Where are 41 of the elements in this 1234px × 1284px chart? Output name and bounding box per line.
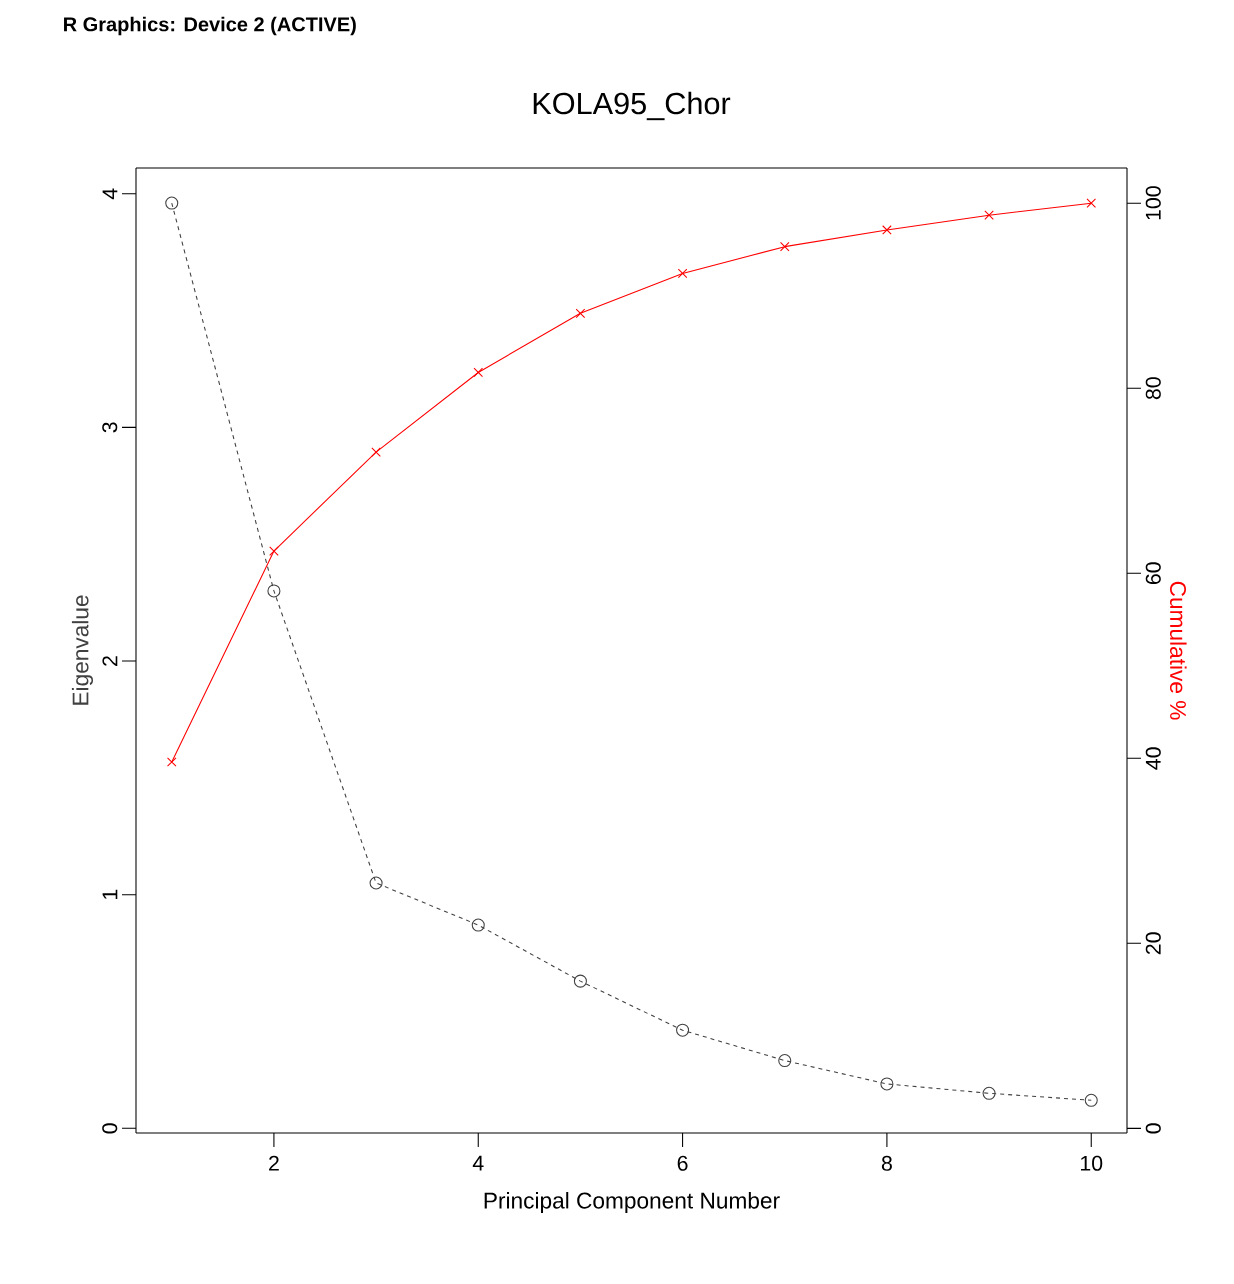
point	[369, 876, 383, 890]
x-tick-label: 8	[881, 1155, 892, 1171]
point	[371, 447, 381, 457]
point	[1086, 198, 1097, 208]
y2-tick-label: 60	[1145, 562, 1161, 585]
point	[778, 1054, 792, 1068]
y-tick-label: 3	[102, 422, 118, 433]
x-tick-label: 10	[1081, 1155, 1103, 1171]
point	[982, 1086, 996, 1100]
x-tick-label: 6	[677, 1155, 688, 1171]
y2-axis-title: Cumulative %	[1169, 581, 1187, 720]
point	[269, 546, 279, 556]
point	[779, 241, 790, 252]
x-axis-title: Principal Component Number	[484, 1191, 780, 1214]
y2-tick-label: 20	[1145, 932, 1161, 955]
text: R Graphics: Device 2 (ACTIVE)	[64, 16, 356, 36]
y2-tick-label: 80	[1145, 377, 1161, 400]
y-axis-title: Eigenvalue	[71, 595, 94, 705]
y2-tick-label: 40	[1145, 747, 1161, 770]
point	[676, 1023, 690, 1037]
y-tick-label: 2	[102, 656, 118, 666]
point	[1084, 1093, 1098, 1107]
y-tick-label: 0	[102, 1123, 118, 1134]
point	[882, 225, 892, 235]
y2-tick-label: 100	[1145, 186, 1161, 220]
point	[471, 918, 485, 932]
point	[166, 757, 177, 767]
point	[165, 196, 179, 210]
point	[880, 1077, 894, 1091]
point	[267, 584, 281, 598]
point	[984, 210, 994, 220]
point	[473, 367, 484, 378]
x-tick-label: 4	[472, 1155, 484, 1171]
y-tick-label: 4	[102, 188, 118, 200]
x-tick-label: 2	[269, 1155, 279, 1171]
point	[573, 974, 587, 988]
point	[677, 268, 688, 279]
chart-title: KOLA95_Chor	[533, 91, 731, 121]
y-tick-label: 1	[102, 889, 118, 899]
point	[575, 308, 586, 319]
y2-tick-label: 0	[1145, 1123, 1161, 1134]
